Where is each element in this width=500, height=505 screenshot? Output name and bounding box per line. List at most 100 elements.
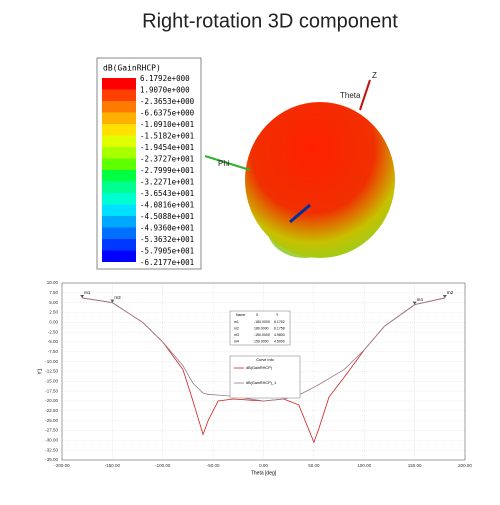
table-cell: 180.0000 (254, 326, 269, 330)
color-swatch (102, 78, 136, 90)
marker-label: m2 (447, 290, 454, 295)
y-tick-label: -5.00 (48, 339, 59, 344)
x-tick-label: -200.00 (54, 463, 70, 468)
color-swatch (102, 193, 136, 205)
y-tick-label: 7.50 (49, 290, 58, 295)
y-tick-label: 10.00 (47, 280, 59, 285)
pattern-3d: Z Theta Phi (204, 71, 395, 258)
y-tick-label: -20.00 (45, 398, 58, 403)
colorbar-label: 1.9070e+000 (140, 86, 190, 95)
y-tick-label: -12.50 (45, 369, 58, 374)
x-tick-label: -150.00 (105, 463, 121, 468)
color-swatch (102, 170, 136, 182)
y-tick-label: -32.50 (45, 447, 58, 452)
colorbar-label: -3.2271e+001 (140, 178, 194, 187)
marker (110, 299, 115, 303)
colorbar-label: -2.3727e+001 (140, 155, 194, 164)
y-tick-label: -27.50 (45, 428, 58, 433)
legend-title: Curve Info (256, 358, 274, 362)
axis-phi (204, 155, 251, 171)
colorbar: 6.1792e+000 1.9070e+000 -2.3653e+000 -6.637… (102, 74, 195, 267)
y-tick-label: -25.00 (45, 418, 58, 423)
legend (229, 355, 301, 399)
table-cell: 4.9800 (274, 333, 285, 337)
colorbar-label: -4.0816e+001 (140, 201, 194, 210)
colorbar-label: -4.5088e+001 (140, 212, 194, 221)
table-cell: m2 (234, 326, 239, 330)
table-cell: m4 (234, 339, 239, 343)
y-tick-label: 2.50 (49, 310, 58, 315)
axis-label: Z (372, 71, 377, 80)
x-tick-label: 100.00 (357, 463, 371, 468)
color-swatch (102, 147, 136, 159)
series-line (82, 297, 445, 402)
colorbar-label: -1.9454e+001 (140, 143, 194, 152)
marker-table (229, 310, 291, 346)
colorbar-label: -5.7905e+001 (140, 247, 194, 256)
x-tick-label: 150.00 (408, 463, 422, 468)
line-chart: 10.00 7.50 5.00 2.50 0.00 -2.50 -5.00 -7.50 -10.… (37, 280, 472, 476)
colorbar-label: -1.0910e+001 (140, 120, 194, 129)
y-axis-label: Y1 (37, 368, 43, 374)
x-tick-label: 200.00 (458, 463, 472, 468)
color-swatch (102, 135, 136, 147)
plot-frame (61, 282, 466, 461)
marker (442, 295, 447, 299)
axis-label: Phi (218, 159, 230, 168)
table-header: Name (236, 313, 245, 317)
table-header: X (256, 313, 259, 317)
colorbar-label: -6.2177e+001 (140, 258, 194, 267)
color-swatch (102, 181, 136, 193)
y-tick-label: -35.00 (45, 457, 58, 462)
colorbar-label: 6.1792e+000 (140, 74, 190, 83)
colorbar-label: -2.3653e+000 (140, 97, 195, 106)
y-tick-label: -2.50 (48, 329, 59, 334)
marker-label: m1 (84, 290, 91, 295)
color-swatch (102, 89, 136, 101)
colorbar-label: -6.6375e+000 (140, 109, 195, 118)
color-swatch (102, 112, 136, 124)
colorbar-label: -4.9360e+001 (140, 224, 194, 233)
table-cell: 150.0000 (254, 339, 269, 343)
table-cell: 6.1792 (274, 320, 285, 324)
y-tick-label: -22.50 (45, 408, 58, 413)
table-cell: 6.1758 (274, 326, 285, 330)
sphere (245, 102, 395, 258)
x-tick-label: 50.00 (308, 463, 320, 468)
axis-label: Theta (340, 91, 361, 100)
marker (412, 301, 417, 305)
title: Right-rotation 3D component (142, 10, 398, 32)
color-swatch (102, 204, 136, 216)
table-cell: -180.0000 (254, 320, 270, 324)
color-swatch (102, 227, 136, 239)
x-tick-label: 0.00 (259, 463, 268, 468)
marker-label: m4 (417, 297, 424, 302)
colorbar-label: -5.3632e+001 (140, 235, 194, 244)
x-axis-label: Theta [deg] (251, 470, 277, 476)
legend-label: dB(GainRHCP) (246, 366, 273, 370)
marker (80, 295, 85, 299)
colorbar-title: dB(GainRHCP) (103, 64, 161, 73)
color-swatch (102, 101, 136, 113)
axis-x (289, 203, 311, 224)
color-swatch (102, 124, 136, 136)
x-tick-label: -100.00 (155, 463, 171, 468)
table-header: Y (276, 313, 279, 317)
color-swatch (102, 239, 136, 251)
y-tick-label: -10.00 (45, 359, 58, 364)
marker-label: m3 (114, 295, 121, 300)
table-cell: 4.5000 (274, 339, 285, 343)
y-tick-label: -30.00 (45, 438, 58, 443)
color-swatch (102, 250, 136, 262)
y-tick-label: -7.50 (48, 349, 59, 354)
axis-z (359, 79, 371, 111)
color-swatch (102, 158, 136, 170)
y-tick-label: 5.00 (49, 300, 58, 305)
x-tick-label: -50.00 (207, 463, 220, 468)
table-cell: m3 (234, 333, 239, 337)
y-tick-label: -15.00 (45, 379, 58, 384)
colorbar-label: -1.5182e+001 (140, 132, 194, 141)
table-cell: -150.0000 (254, 333, 270, 337)
colorbar-label: -2.7999e+001 (140, 166, 194, 175)
